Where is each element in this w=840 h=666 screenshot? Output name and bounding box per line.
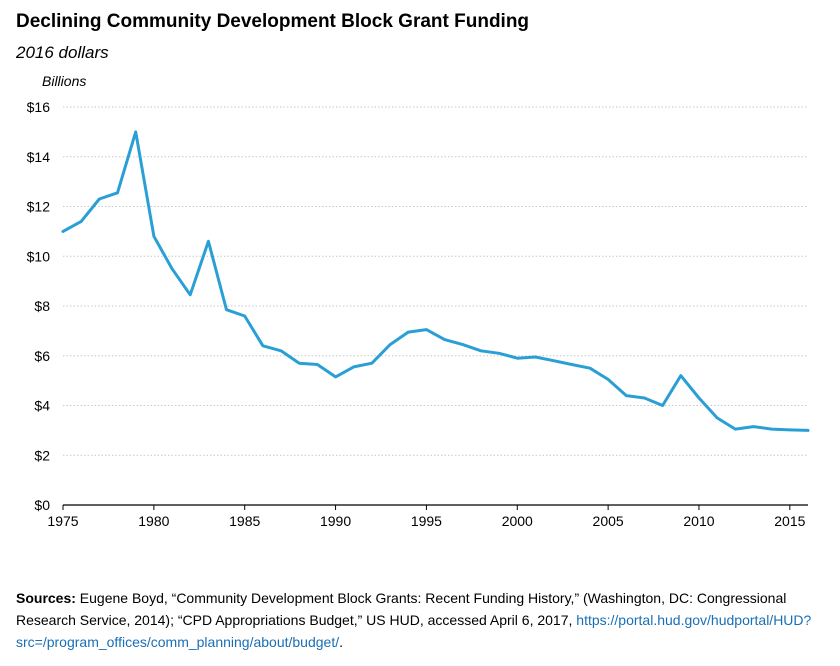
x-tick-label: 2005 <box>593 513 624 529</box>
y-axis-units-label: Billions <box>42 73 87 89</box>
x-tick-label: 1995 <box>411 513 442 529</box>
chart-subtitle: 2016 dollars <box>16 43 109 62</box>
x-tick-label: 1985 <box>229 513 260 529</box>
y-tick-label: $12 <box>27 199 51 215</box>
sources-note: Sources: Eugene Boyd, “Community Develop… <box>16 587 816 653</box>
y-tick-label: $16 <box>27 99 51 115</box>
x-tick-label: 1990 <box>320 513 351 529</box>
y-tick-label: $10 <box>27 248 51 264</box>
series-group <box>61 130 810 432</box>
x-tick-label: 1980 <box>138 513 169 529</box>
y-tick-label: $14 <box>27 149 51 165</box>
x-tick-label: 1975 <box>47 513 78 529</box>
sources-end: . <box>339 634 343 650</box>
y-tick-label: $2 <box>34 447 50 463</box>
sources-label: Sources: <box>16 590 76 606</box>
chart-title: Declining Community Development Block Gr… <box>16 11 530 32</box>
y-tick-label: $0 <box>34 497 50 513</box>
y-tick-label: $8 <box>34 298 50 314</box>
x-tick-label: 2000 <box>502 513 533 529</box>
line-chart: $0$2$4$6$8$10$12$14$16 1975 1980 1985 1990 1… <box>27 99 810 529</box>
y-tick-label: $4 <box>34 398 50 414</box>
sources-link[interactable]: https://portal.hud.gov/hudportal/HUD?src… <box>16 612 812 650</box>
y-axis-ticks: $0 $2 $4 $6 $8 $10 $12 $14 $16 <box>27 99 51 513</box>
sources-text: Eugene Boyd, “Community Development Bloc… <box>16 590 787 628</box>
x-tick-label: 2010 <box>683 513 714 529</box>
y-tick-label: $6 <box>34 348 50 364</box>
series-line <box>61 130 810 432</box>
x-axis: 1975 1980 1985 1990 1995 2000 2005 2010 2015 <box>47 504 808 529</box>
grid-lines <box>63 106 808 456</box>
x-tick-label: 2015 <box>774 513 805 529</box>
